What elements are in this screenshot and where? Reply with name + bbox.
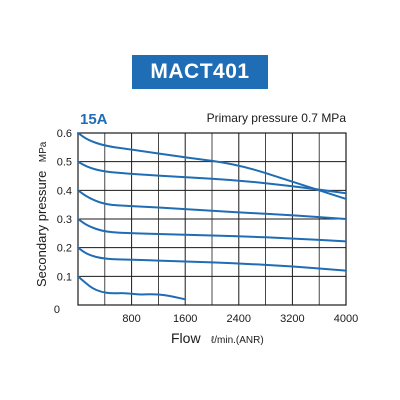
series-line-6 bbox=[77, 275, 187, 301]
series-line-5 bbox=[77, 246, 347, 272]
y-axis-label: Secondary pressure MPa bbox=[33, 141, 50, 287]
title-banner: MACT401 bbox=[132, 55, 268, 89]
x-tick-labels: 0 800 1600 2400 3200 4000 bbox=[54, 304, 358, 325]
series-line-1 bbox=[77, 132, 347, 200]
x-tick-label: 3200 bbox=[280, 313, 304, 325]
series-line-2 bbox=[77, 160, 347, 195]
chart-title: MACT401 bbox=[150, 60, 250, 83]
y-tick-label: 0.6 bbox=[57, 128, 72, 140]
y-tick-label: 0.5 bbox=[57, 157, 72, 169]
x-axis-unit: ℓ/min.(ANR) bbox=[211, 335, 264, 346]
x-tick-label: 2400 bbox=[227, 313, 251, 325]
y-tick-label: 0.3 bbox=[57, 214, 72, 226]
y-tick-labels: 0.1 0.2 0.3 0.4 0.5 0.6 bbox=[57, 128, 72, 283]
series-line-4 bbox=[77, 218, 347, 243]
x-tick-label: 800 bbox=[122, 313, 140, 325]
x-axis-label-text: Flow bbox=[171, 330, 201, 346]
x-axis-label: Flow ℓ/min.(ANR) bbox=[171, 330, 264, 347]
x-tick-label: 0 bbox=[54, 304, 60, 316]
y-tick-label: 0.1 bbox=[57, 271, 72, 283]
x-tick-label: 1600 bbox=[173, 313, 197, 325]
primary-pressure-annotation: Primary pressure 0.7 MPa bbox=[207, 111, 347, 125]
y-tick-label: 0.2 bbox=[57, 243, 72, 255]
y-tick-label: 0.4 bbox=[57, 185, 72, 197]
series-line-3 bbox=[77, 189, 347, 220]
y-axis-label-text: Secondary pressure bbox=[34, 171, 49, 287]
chart-subtitle: 15A bbox=[80, 111, 108, 128]
grid bbox=[78, 133, 346, 305]
x-tick-label: 4000 bbox=[334, 313, 358, 325]
y-axis-unit: MPa bbox=[38, 141, 49, 162]
series-group bbox=[77, 132, 347, 301]
